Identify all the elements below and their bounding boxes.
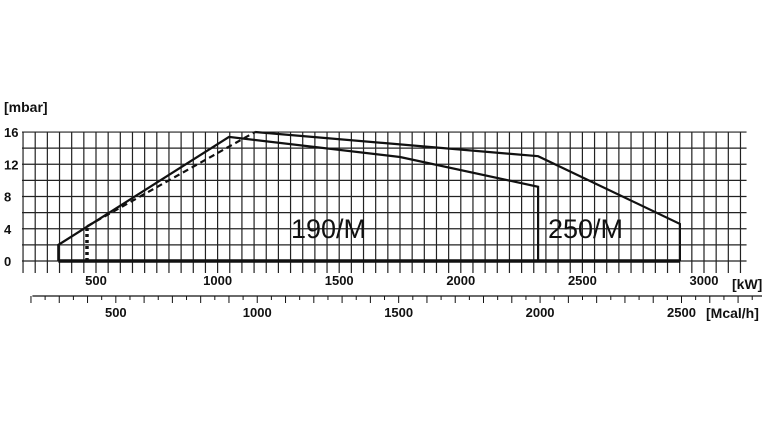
axes: 0 4 8 12 16 500 1000 1500 2000 2500 3000 500 1000 150… <box>4 125 762 320</box>
x2-tick-label: 2500 <box>667 305 696 320</box>
model-label-250m: 250/M <box>548 214 623 244</box>
y-tick-label: 16 <box>4 125 18 140</box>
x-tick-label: 1000 <box>203 273 232 288</box>
model-label-190m: 190/M <box>291 214 366 244</box>
grid <box>22 131 747 274</box>
x2-tick-label: 1500 <box>384 305 413 320</box>
curves <box>57 130 682 263</box>
x-tick-label: 3000 <box>690 273 719 288</box>
x-tick-label: 1500 <box>325 273 354 288</box>
x2-tick-label: 2000 <box>526 305 555 320</box>
curve-250-m <box>255 130 682 261</box>
x2-tick-label: 500 <box>105 305 127 320</box>
x-axis-label: [kW] <box>732 276 762 292</box>
x2-axis-label: [Mcal/h] <box>706 305 759 321</box>
x-tick-label: 2500 <box>568 273 597 288</box>
x-tick-label: 500 <box>85 273 107 288</box>
curve-190-m <box>57 135 540 261</box>
y-tick-label: 12 <box>4 157 18 172</box>
y-tick-label: 4 <box>4 222 12 237</box>
x2-tick-label: 1000 <box>243 305 272 320</box>
y-tick-label: 8 <box>4 190 11 205</box>
y-axis-label: [mbar] <box>4 99 48 115</box>
y-tick-label: 0 <box>4 254 11 269</box>
curve-250-m-lower-limit <box>86 131 256 228</box>
x-tick-label: 2000 <box>446 273 475 288</box>
